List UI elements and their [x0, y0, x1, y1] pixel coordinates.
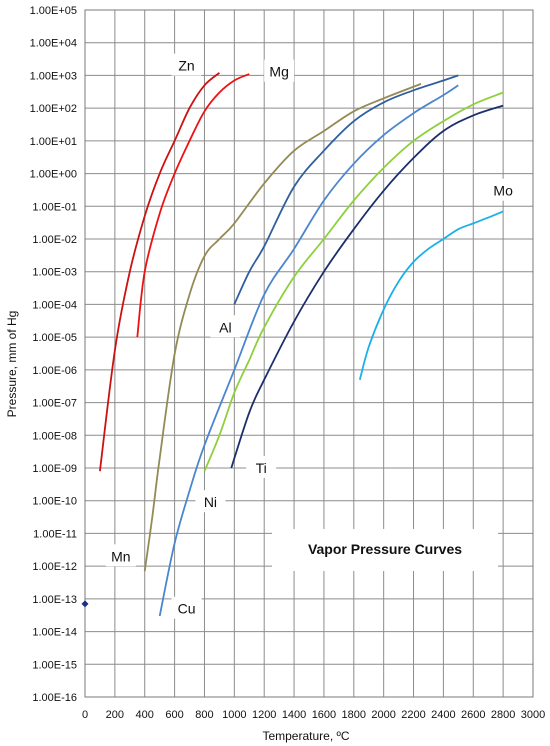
series-label-box	[488, 178, 519, 201]
y-tick-label: 1.00E-05	[32, 332, 77, 344]
series-line-zn	[99, 72, 220, 472]
chart-title: Vapor Pressure Curves	[308, 541, 462, 557]
y-tick-label: 1.00E+03	[30, 70, 77, 82]
y-tick-label: 1.00E-11	[33, 528, 77, 540]
y-tick-label: 1.00E-07	[32, 398, 77, 410]
x-tick-label: 2000	[371, 709, 395, 721]
series-label-mo: Mo	[493, 183, 513, 199]
series-line-mg	[136, 73, 250, 338]
series-label-box	[105, 544, 136, 567]
data-markers	[81, 600, 89, 608]
x-axis-ticks: 0 200 400 600 800 1000 1200 1400 1600 1800 2000 220…	[82, 709, 545, 721]
y-tick-label: 1.00E-02	[32, 234, 77, 246]
x-axis-title: Temperature, ºC	[262, 729, 349, 743]
series-line-cu	[158, 84, 459, 617]
y-tick-label: 1.00E-14	[32, 627, 77, 639]
chart-title-box	[272, 529, 498, 571]
y-axis-title: Pressure, mm of Hg	[5, 311, 19, 418]
series-label-box	[195, 490, 226, 513]
y-tick-label: 1.00E-16	[32, 692, 77, 704]
series-label-cu: Cu	[178, 601, 196, 617]
series-label-box	[264, 59, 295, 82]
x-tick-label: 400	[136, 709, 154, 721]
series-label-box	[171, 596, 202, 619]
x-tick-label: 2800	[491, 709, 515, 721]
series-line-ti	[230, 104, 504, 469]
series-label-box	[171, 53, 202, 76]
series-line-ni	[203, 91, 504, 472]
x-tick-label: 800	[195, 709, 213, 721]
x-tick-label: 2400	[431, 709, 455, 721]
x-tick-label: 600	[165, 709, 183, 721]
series-line-mo	[358, 210, 504, 380]
series-label-al: Al	[219, 319, 231, 335]
y-tick-label: 1.00E+04	[30, 38, 77, 50]
x-tick-label: 3000	[521, 709, 545, 721]
y-tick-label: 1.00E-13	[32, 594, 77, 606]
y-tick-label: 1.00E-03	[32, 267, 77, 279]
x-tick-label: 1000	[222, 709, 246, 721]
y-tick-label: 1.00E+00	[30, 169, 77, 181]
series-label-box	[246, 456, 277, 478]
y-tick-label: 1.00E+02	[30, 103, 77, 115]
x-tick-label: 200	[106, 709, 124, 721]
y-tick-label: 1.00E-01	[32, 201, 77, 213]
y-tick-label: 1.00E-08	[32, 430, 77, 442]
series-labels: Zn Mg Mn Al Cu Ni Ti Mo	[105, 53, 519, 619]
y-tick-label: 1.00E-06	[32, 365, 77, 377]
y-tick-label: 1.00E-04	[32, 299, 77, 311]
series-lines	[99, 72, 504, 617]
y-tick-label: 1.00E-10	[32, 496, 77, 508]
y-tick-label: 1.00E+01	[30, 136, 77, 148]
plot-frame	[84, 9, 534, 698]
series-label-mn: Mn	[111, 548, 130, 564]
y-axis-ticks: 1.00E+05 1.00E+04 1.00E+03 1.00E+02 1.00E+01…	[30, 5, 77, 704]
y-tick-label: 1.00E-15	[32, 659, 77, 671]
x-tick-label: 2600	[461, 709, 485, 721]
y-tick-label: 1.00E-09	[32, 463, 77, 475]
series-label-ni: Ni	[204, 494, 217, 510]
x-tick-label: 1200	[252, 709, 276, 721]
series-line-mn	[143, 83, 422, 572]
series-label-box	[210, 315, 241, 338]
x-tick-label: 1600	[312, 709, 336, 721]
series-label-mg: Mg	[269, 64, 288, 80]
series-label-zn: Zn	[178, 58, 194, 74]
series-line-al	[233, 74, 459, 305]
x-tick-label: 1800	[342, 709, 366, 721]
x-tick-label: 0	[82, 709, 88, 721]
series-label-ti: Ti	[256, 460, 267, 476]
y-tick-label: 1.00E-12	[32, 561, 77, 573]
data-marker	[81, 600, 89, 608]
x-tick-label: 2200	[401, 709, 425, 721]
x-tick-label: 1400	[282, 709, 306, 721]
y-tick-label: 1.00E+05	[30, 5, 77, 17]
